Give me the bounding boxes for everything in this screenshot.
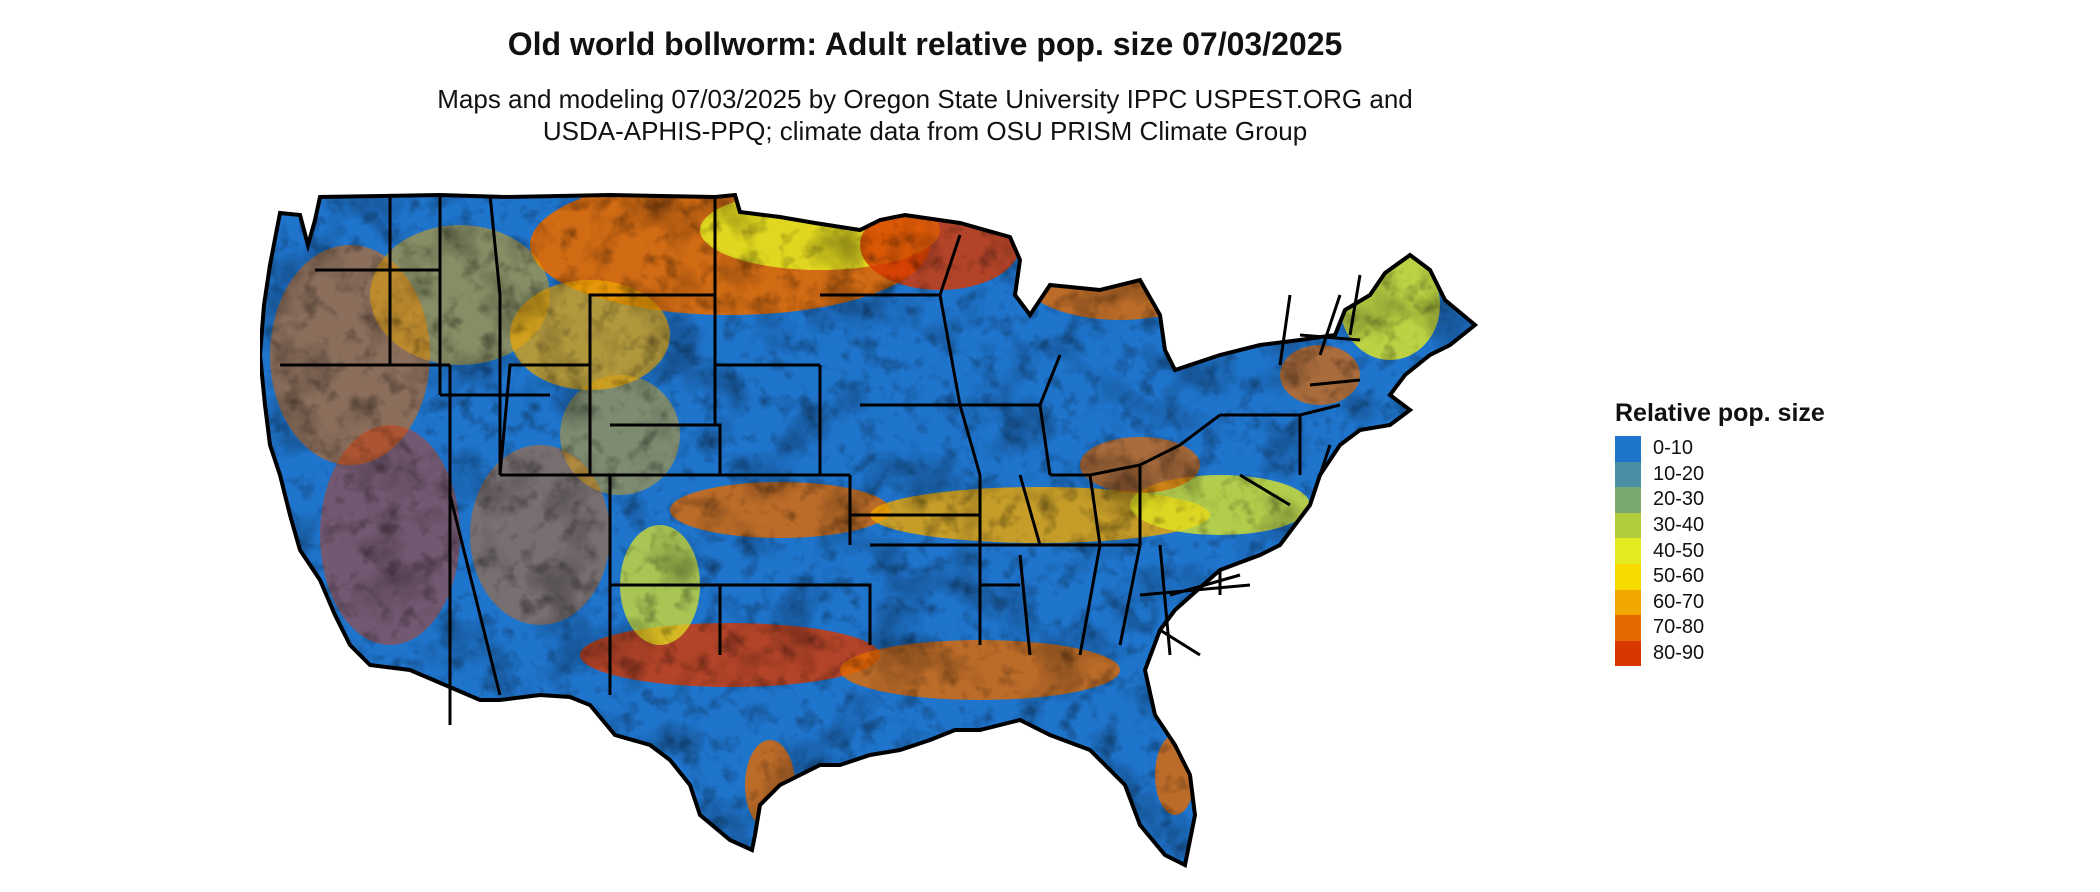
legend-swatch bbox=[1615, 512, 1641, 539]
legend-item: 20-30 bbox=[1615, 487, 1825, 513]
legend-item: 50-60 bbox=[1615, 563, 1825, 590]
state-boundaries bbox=[280, 194, 1362, 725]
legend-swatch bbox=[1615, 436, 1641, 462]
subtitle-line-2: USDA-APHIS-PPQ; climate data from OSU PR… bbox=[542, 116, 1308, 146]
legend-label: 30-40 bbox=[1653, 514, 1705, 537]
legend-item: 70-80 bbox=[1615, 615, 1825, 641]
us-population-map bbox=[260, 193, 1477, 867]
legend-swatch bbox=[1615, 563, 1641, 590]
legend-label: 70-80 bbox=[1653, 616, 1705, 639]
legend-swatch bbox=[1615, 538, 1641, 564]
legend-label: 20-30 bbox=[1653, 488, 1705, 511]
map-legend: Relative pop. size 0-10 10-20 20-30 30-40 40… bbox=[1615, 399, 1825, 667]
legend-label: 80-90 bbox=[1653, 642, 1705, 665]
legend-title: Relative pop. size bbox=[1615, 399, 1825, 427]
legend-swatch bbox=[1615, 589, 1641, 616]
legend-item: 80-90 bbox=[1615, 640, 1825, 667]
legend-item: 40-50 bbox=[1615, 538, 1825, 564]
legend-item: 10-20 bbox=[1615, 461, 1825, 488]
legend-items: 0-10 10-20 20-30 30-40 40-50 50-60 60-70 70-80 8… bbox=[1615, 436, 1825, 667]
legend-item: 60-70 bbox=[1615, 589, 1825, 616]
legend-item: 0-10 bbox=[1615, 436, 1825, 462]
legend-swatch bbox=[1615, 461, 1641, 488]
legend-swatch bbox=[1615, 615, 1641, 641]
subtitle-line-1: Maps and modeling 07/03/2025 by Oregon S… bbox=[437, 84, 1413, 114]
legend-swatch bbox=[1615, 487, 1641, 513]
legend-label: 50-60 bbox=[1653, 565, 1705, 588]
legend-label: 40-50 bbox=[1653, 539, 1705, 562]
legend-label: 10-20 bbox=[1653, 462, 1705, 485]
legend-label: 0-10 bbox=[1653, 437, 1694, 460]
legend-label: 60-70 bbox=[1653, 590, 1705, 613]
legend-swatch bbox=[1615, 640, 1641, 667]
legend-item: 30-40 bbox=[1615, 512, 1825, 539]
map-title: Old world bollworm: Adult relative pop. … bbox=[507, 26, 1343, 62]
